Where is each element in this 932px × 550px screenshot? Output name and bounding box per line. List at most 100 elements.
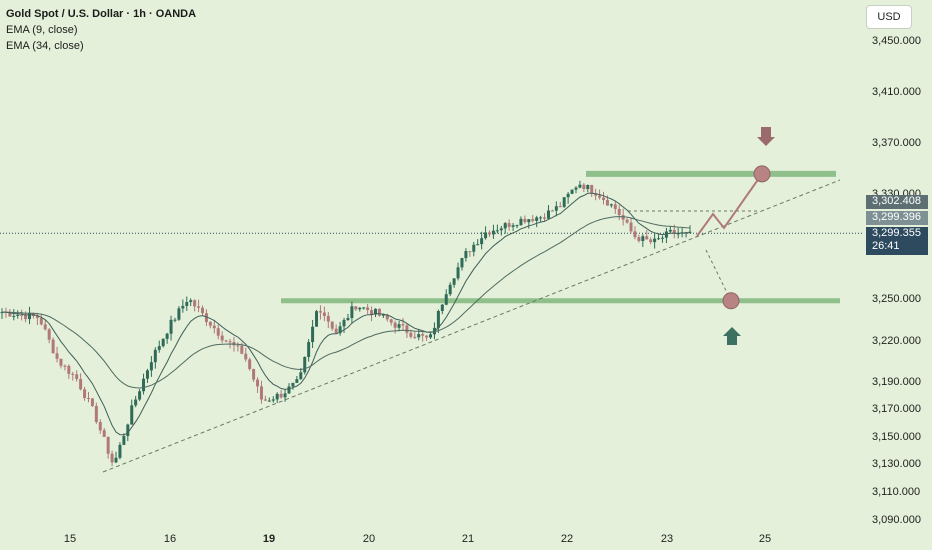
- candle-body: [153, 349, 157, 363]
- candle-body: [259, 386, 263, 400]
- candle-body: [161, 338, 165, 347]
- candle-body: [358, 307, 362, 310]
- candle-body: [204, 313, 208, 322]
- candle-body: [142, 378, 146, 392]
- candle-body: [59, 358, 63, 366]
- candle-body: [405, 325, 409, 333]
- candle-body: [645, 236, 649, 240]
- candle-body: [389, 319, 393, 323]
- candle-body: [106, 436, 110, 454]
- y-tick-label: 3,250.000: [872, 293, 921, 305]
- candle-body: [515, 225, 519, 227]
- candle-body: [236, 345, 240, 347]
- candle-body: [20, 314, 24, 316]
- candle-body: [47, 329, 51, 340]
- candle-body: [240, 345, 244, 354]
- x-tick-label: 23: [661, 533, 673, 545]
- x-tick-label: 20: [363, 533, 375, 545]
- candle-body: [519, 218, 523, 226]
- current-price: 3,299.355: [872, 227, 921, 239]
- candle-body: [318, 311, 322, 313]
- candle-body: [24, 314, 28, 320]
- ascending-trendline: [102, 179, 841, 473]
- y-tick-label: 3,370.000: [872, 137, 921, 149]
- bearish-target-marker: [722, 292, 740, 310]
- candle-body: [487, 232, 491, 235]
- candle-body: [468, 251, 472, 253]
- candle-body: [35, 315, 39, 319]
- candle-body: [86, 397, 90, 399]
- candle-body: [291, 382, 295, 387]
- candle-body: [177, 308, 181, 320]
- current-price-badge: 3,299.355 26:41: [866, 227, 928, 255]
- candle-body: [523, 218, 527, 223]
- y-tick-label: 3,110.000: [872, 486, 920, 498]
- candle-body: [688, 231, 692, 233]
- candle-body: [491, 230, 495, 235]
- candle-body: [256, 379, 260, 387]
- candle-body: [558, 206, 562, 208]
- candle-body: [67, 365, 71, 374]
- currency-button[interactable]: USD: [866, 5, 912, 29]
- candle-body: [181, 305, 185, 309]
- candle-body: [660, 237, 664, 239]
- candle-body: [43, 324, 47, 330]
- chart-legend: Gold Spot / U.S. Dollar · 1h · OANDA EMA…: [6, 6, 196, 54]
- candle-body: [566, 193, 570, 198]
- candle-body: [216, 328, 220, 336]
- y-tick-label: 3,130.000: [872, 458, 921, 470]
- candle-body: [476, 244, 480, 246]
- candle-body: [145, 370, 149, 379]
- candle-body: [440, 304, 444, 311]
- candle-body: [330, 321, 334, 329]
- candle-body: [464, 251, 468, 259]
- candle-body: [495, 230, 499, 232]
- candle-body: [672, 229, 676, 234]
- candle-body: [590, 185, 594, 194]
- candle-body: [173, 319, 177, 321]
- candle-body: [267, 400, 271, 402]
- candle-body: [546, 210, 550, 219]
- candle-body: [130, 405, 134, 425]
- candle-body: [629, 222, 633, 232]
- candle-body: [346, 317, 350, 320]
- candle-body: [633, 231, 637, 238]
- candle-body: [413, 336, 417, 338]
- y-tick-label: 3,410.000: [872, 86, 921, 98]
- candle-body: [425, 335, 429, 338]
- candle-body: [271, 399, 275, 401]
- candle-body: [657, 238, 661, 240]
- down-arrow-icon: [757, 127, 775, 146]
- candle-body: [550, 210, 554, 212]
- x-tick-label: 22: [561, 533, 573, 545]
- candle-body: [315, 311, 319, 327]
- candle-body: [393, 322, 397, 328]
- candle-body: [582, 184, 586, 190]
- x-tick-label: 21: [462, 533, 474, 545]
- candle-body: [326, 315, 330, 322]
- candle-body: [110, 453, 114, 463]
- candle-body: [51, 339, 55, 354]
- up-arrow-icon: [723, 327, 741, 345]
- y-tick-label: 3,090.000: [872, 514, 921, 526]
- candle-body: [98, 422, 102, 431]
- candle-body: [609, 204, 613, 206]
- candle-body: [649, 239, 653, 243]
- candle-body: [366, 307, 370, 311]
- candle-body: [484, 232, 488, 239]
- candle-body: [63, 365, 67, 367]
- ema-fast-label: EMA (9, close): [6, 24, 78, 36]
- y-tick-label: 3,190.000: [872, 376, 921, 388]
- candle-body: [193, 300, 197, 307]
- candle-body: [114, 457, 118, 463]
- candle-body: [342, 319, 346, 327]
- y-tick-label: 3,220.000: [872, 335, 921, 347]
- candle-body: [28, 312, 32, 320]
- candle-body: [354, 306, 358, 310]
- candle-body: [511, 225, 515, 227]
- candle-body: [562, 197, 566, 207]
- candle-body: [134, 399, 138, 406]
- candle-body: [8, 312, 12, 317]
- candle-body: [208, 321, 212, 326]
